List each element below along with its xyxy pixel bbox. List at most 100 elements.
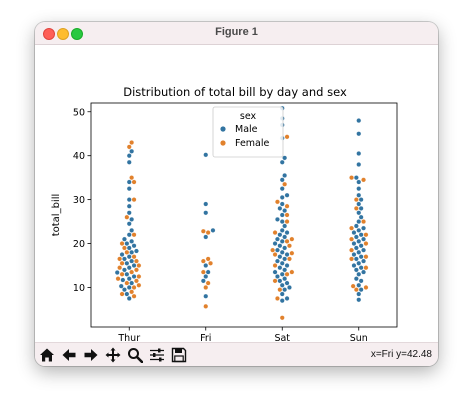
save-icon <box>171 347 187 363</box>
swarm-point-female <box>353 197 359 203</box>
swarm-point-female <box>272 252 278 258</box>
swarm-point-male <box>356 161 362 167</box>
cursor-coordinates: x=Fri y=42.48 <box>371 349 432 360</box>
swarm-point-male <box>358 232 364 238</box>
close-window-button[interactable] <box>43 28 55 40</box>
swarm-point-male <box>361 247 367 253</box>
swarm-point-male <box>356 297 362 303</box>
swarm-point-male <box>351 263 357 269</box>
zoom-button[interactable] <box>125 345 145 365</box>
swarm-point-male <box>356 131 362 137</box>
pan-icon <box>105 347 121 363</box>
legend-marker-female <box>220 140 226 146</box>
swarm-point-male <box>131 273 137 279</box>
swarm-point-male <box>279 291 285 297</box>
swarm-point-male <box>279 219 285 225</box>
configure-subplots-button[interactable] <box>147 345 167 365</box>
swarm-point-male <box>131 243 137 249</box>
swarm-point-male <box>277 265 283 271</box>
swarm-point-male <box>282 172 288 178</box>
swarm-point-male <box>353 234 359 240</box>
swarm-point-female <box>284 203 290 209</box>
swarm-point-male <box>353 256 359 262</box>
swarm-point-female <box>119 260 125 266</box>
pan-button[interactable] <box>103 345 123 365</box>
swarm-point-female <box>126 144 132 150</box>
swarm-point-female <box>136 263 142 269</box>
forward-button[interactable] <box>81 345 101 365</box>
y-tick-label: 10 <box>73 283 85 294</box>
x-tick-label: Sun <box>350 333 368 342</box>
swarm-point-male <box>129 227 135 233</box>
swarm-point-male <box>358 265 364 271</box>
swarm-point-male <box>124 291 130 297</box>
coords-y-value: 42.48 <box>406 349 432 360</box>
swarm-point-male <box>279 201 285 207</box>
swarm-point-male <box>356 291 362 297</box>
chart-title: Distribution of total bill by day and se… <box>123 85 347 99</box>
swarm-point-male <box>126 295 132 301</box>
swarm-point-male <box>274 247 280 253</box>
swarm-point-male <box>356 238 362 244</box>
swarm-point-male <box>356 282 362 288</box>
swarm-point-female <box>131 197 137 203</box>
swarm-point-male <box>358 287 364 293</box>
swarm-point-male <box>358 197 364 203</box>
swarm-point-female <box>133 278 139 284</box>
swarm-point-male <box>356 151 362 157</box>
swarm-point-female <box>286 243 292 249</box>
swarm-point-male <box>277 243 283 249</box>
swarm-point-male <box>279 186 285 192</box>
swarm-point-male <box>353 245 359 251</box>
swarm-point-female <box>124 280 130 286</box>
swarm-point-female <box>349 175 355 181</box>
swarm-point-female <box>274 295 280 301</box>
swarm-point-female <box>205 280 211 286</box>
swarm-point-male <box>203 273 209 279</box>
swarm-point-male <box>203 201 209 207</box>
swarm-point-female <box>205 230 211 236</box>
swarm-point-male <box>356 249 362 255</box>
swarm-point-female <box>289 250 295 256</box>
swarm-point-male <box>121 287 127 293</box>
zoom-window-button[interactable] <box>71 28 83 40</box>
swarm-point-female <box>117 265 123 271</box>
swarm-point-male <box>282 287 288 293</box>
swarm-point-female <box>124 214 130 220</box>
swarm-point-female <box>282 181 288 187</box>
swarm-point-male <box>279 298 285 304</box>
y-tick-label: 40 <box>73 151 85 162</box>
back-button[interactable] <box>59 345 79 365</box>
swarm-point-male <box>118 283 124 289</box>
swarm-point-male <box>126 284 132 290</box>
swarm-point-female <box>133 258 139 264</box>
swarm-point-male <box>126 197 132 203</box>
swarm-point-female <box>131 284 137 290</box>
swarm-point-male <box>272 241 278 247</box>
swarm-point-male <box>129 238 135 244</box>
swarm-point-male <box>277 232 283 238</box>
swarm-point-female <box>284 238 290 244</box>
swarm-point-male <box>121 267 127 273</box>
swarm-point-male <box>203 234 209 240</box>
home-icon <box>40 348 54 362</box>
home-button[interactable] <box>37 345 57 365</box>
save-button[interactable] <box>169 345 189 365</box>
swarm-point-male <box>279 212 285 218</box>
swarm-point-male <box>361 236 367 242</box>
figure-background <box>35 45 438 342</box>
minimize-window-button[interactable] <box>57 28 69 40</box>
swarm-point-female <box>200 228 206 234</box>
legend-marker-male <box>220 126 226 132</box>
swarm-point-male <box>126 221 132 227</box>
chart-canvas[interactable]: Distribution of total bill by day and se… <box>35 45 438 342</box>
swarm-point-male <box>114 270 120 276</box>
forward-arrow-icon <box>84 349 98 361</box>
swarm-point-male <box>282 276 288 282</box>
swarm-point-female <box>284 219 290 225</box>
swarm-point-female <box>129 140 135 146</box>
swarm-point-female <box>124 249 130 255</box>
legend-label-male: Male <box>235 124 258 135</box>
x-tick-label: Fri <box>200 333 211 342</box>
swarm-point-male <box>200 278 206 284</box>
